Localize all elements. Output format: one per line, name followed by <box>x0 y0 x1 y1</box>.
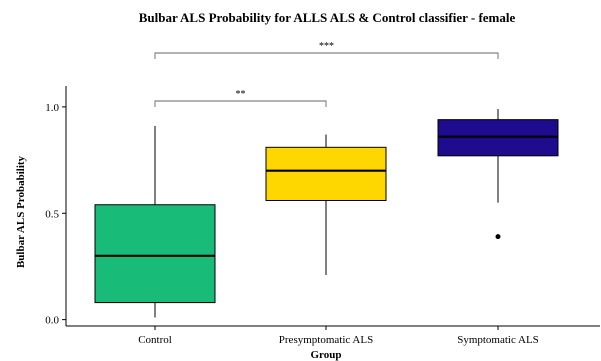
x-tick-label: Presymptomatic ALS <box>279 334 373 346</box>
box-control <box>94 204 216 304</box>
significance-label: ** <box>236 89 246 100</box>
plot-area: 0.0 0.5 1.0 Control Presymptomatic ALS Sympto… <box>45 41 600 346</box>
box-presymptomatic-als <box>265 146 387 201</box>
y-axis-title: Bulbar ALS Probability <box>15 155 27 268</box>
y-tick-label: 0.0 <box>45 315 59 327</box>
x-axis-title: Group <box>311 349 342 361</box>
significance-bracket <box>154 100 327 107</box>
x-tick-label: Control <box>138 334 172 346</box>
x-tick-label: Symptomatic ALS <box>457 334 539 346</box>
chart-title: Bulbar ALS Probability for ALLS ALS & Co… <box>139 10 516 25</box>
significance-label: *** <box>319 41 334 52</box>
significance-bracket <box>154 52 499 59</box>
y-tick-label: 1.0 <box>45 102 59 114</box>
y-tick-label: 0.5 <box>45 208 59 220</box>
outlier-point <box>495 234 501 240</box>
